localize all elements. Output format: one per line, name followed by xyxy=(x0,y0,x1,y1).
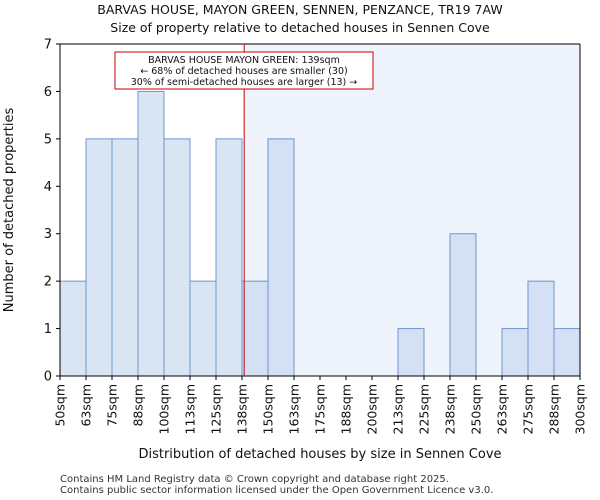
histogram-bar xyxy=(137,90,165,377)
histogram-bar xyxy=(501,328,529,377)
chart-title: BARVAS HOUSE, MAYON GREEN, SENNEN, PENZA… xyxy=(97,2,503,17)
annotation-text: BARVAS HOUSE MAYON GREEN: 139sqm xyxy=(148,55,340,66)
footer-licence: Contains public sector information licen… xyxy=(60,485,494,496)
y-tick-label: 0 xyxy=(44,370,52,385)
histogram-bar xyxy=(267,138,295,377)
x-tick-label: 300sqm xyxy=(573,384,588,434)
annotation-box xyxy=(114,51,374,90)
x-axis-title: Distribution of detached houses by size … xyxy=(138,447,501,462)
x-tick-label: 113sqm xyxy=(183,384,198,434)
y-tick-label: 5 xyxy=(44,132,52,147)
histogram-bar xyxy=(397,328,425,377)
y-tick-label: 1 xyxy=(44,322,52,337)
histogram-bar xyxy=(111,138,139,377)
histogram-chart: 0 1 2 3 4 5 6 7 50sqm 63sqm 75sqm 88sqm 100sqm 113sqm… xyxy=(2,38,588,463)
y-tick-label: 2 xyxy=(44,275,52,290)
annotation-text: 30% of semi-detached houses are larger (… xyxy=(131,77,358,88)
histogram-bar xyxy=(85,138,113,377)
histogram-bar xyxy=(527,280,555,377)
histogram-bar xyxy=(163,138,191,377)
x-tick-label: 250sqm xyxy=(469,384,484,434)
x-tick-label: 50sqm xyxy=(53,384,68,427)
x-tick-label: 63sqm xyxy=(79,384,94,427)
annotation-text: ← 68% of detached houses are smaller (30… xyxy=(140,66,347,77)
x-tick-label: 275sqm xyxy=(521,384,536,434)
y-tick-label: 7 xyxy=(44,38,52,53)
x-tick-label: 75sqm xyxy=(105,384,120,427)
x-tick-label: 263sqm xyxy=(495,384,510,434)
x-tick-label: 188sqm xyxy=(339,384,354,434)
x-tick-label: 225sqm xyxy=(417,384,432,434)
x-tick-label: 163sqm xyxy=(287,384,302,434)
x-tick-label: 175sqm xyxy=(313,384,328,434)
x-tick-label: 150sqm xyxy=(261,384,276,434)
shaded-region xyxy=(244,44,580,376)
footer-copyright: Contains HM Land Registry data © Crown c… xyxy=(60,474,449,485)
y-tick-label: 4 xyxy=(44,180,52,195)
y-tick-label: 6 xyxy=(44,85,52,100)
x-tick-label: 288sqm xyxy=(547,384,562,434)
histogram-bar xyxy=(241,280,269,377)
histogram-bar xyxy=(59,280,87,377)
x-tick-label: 100sqm xyxy=(157,384,172,434)
chart-subtitle: Size of property relative to detached ho… xyxy=(110,20,490,35)
histogram-bar xyxy=(215,138,243,377)
x-tick-label: 213sqm xyxy=(391,384,406,434)
histogram-bar xyxy=(553,328,581,377)
x-tick-label: 238sqm xyxy=(443,384,458,434)
x-tick-label: 138sqm xyxy=(235,384,250,434)
x-tick-label: 200sqm xyxy=(365,384,380,434)
histogram-bar xyxy=(449,233,477,377)
y-tick-label: 3 xyxy=(44,227,52,242)
x-tick-label: 125sqm xyxy=(209,384,224,434)
x-tick-label: 88sqm xyxy=(131,384,146,427)
histogram-bar xyxy=(189,280,217,377)
y-axis-title: Number of detached properties xyxy=(2,108,17,313)
